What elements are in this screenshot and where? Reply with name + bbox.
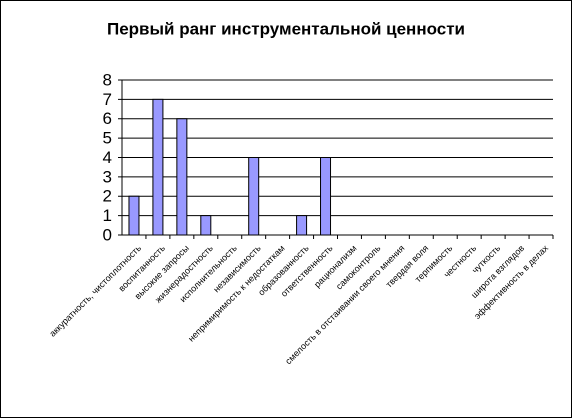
y-tick-label: 5 [103,129,112,148]
chart-title: Первый ранг инструментальной ценности [107,19,465,38]
bar [152,98,164,236]
bar [320,157,332,236]
y-tick-label: 7 [103,90,112,109]
bar [200,215,212,236]
y-tick-label: 0 [103,225,112,244]
y-tick-label: 2 [103,187,112,206]
bar [248,157,260,236]
bar [128,195,140,236]
y-tick-label: 1 [103,206,112,225]
bar [296,215,308,236]
y-tick-label: 6 [103,109,112,128]
y-tick-label: 4 [103,148,112,167]
y-tick-label: 3 [103,167,112,186]
y-tick-label: 8 [103,70,112,89]
bar [176,118,188,236]
